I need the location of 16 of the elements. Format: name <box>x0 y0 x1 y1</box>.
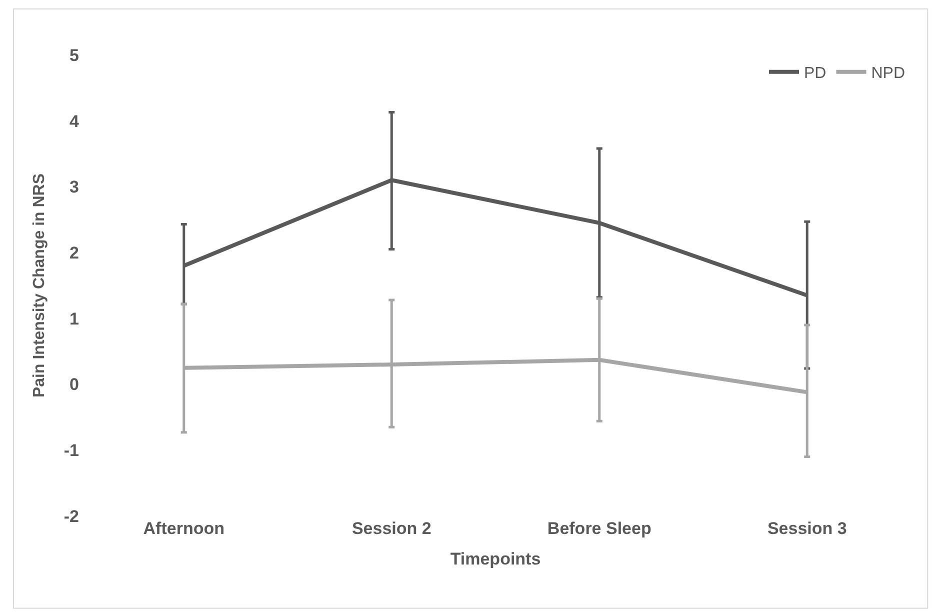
legend-label: NPD <box>871 65 906 82</box>
x-tick-label: Before Sleep <box>547 519 652 538</box>
legend-label: PD <box>804 65 826 82</box>
x-tick-label: Session 3 <box>767 519 847 538</box>
y-tick-label: -1 <box>64 441 79 460</box>
y-tick-label: 3 <box>70 178 79 197</box>
x-tick-label: Session 2 <box>352 519 432 538</box>
y-tick-label: 2 <box>70 244 79 263</box>
y-tick-label: 4 <box>70 112 80 131</box>
y-tick-label: -2 <box>64 506 79 526</box>
y-tick-label: 0 <box>70 375 79 394</box>
y-tick-label: 5 <box>70 46 79 65</box>
y-axis-title: Pain Intensity Change in NRS <box>30 173 48 398</box>
x-axis-title: Timepoints <box>450 549 541 568</box>
y-tick-label: 1 <box>70 309 79 328</box>
x-tick-label: Afternoon <box>143 519 224 538</box>
